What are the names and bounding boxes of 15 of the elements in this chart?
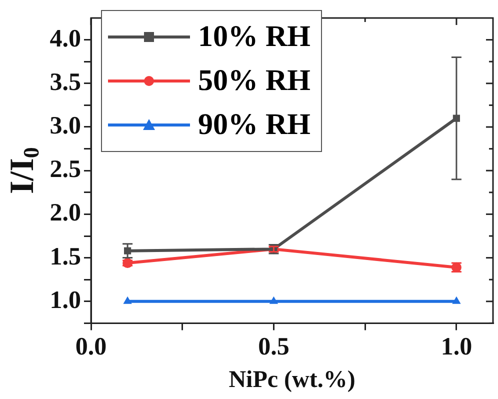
y-tick-label: 1.0	[50, 286, 81, 314]
x-tick-label: 0.0	[75, 334, 107, 361]
x-axis-title: NiPc (wt.%)	[228, 366, 356, 393]
legend-label: 90% RH	[198, 107, 310, 143]
y-tick-label: 1.5	[50, 243, 81, 270]
x-tick-label: 1.0	[440, 334, 472, 361]
y-tick-label: 2.5	[50, 156, 81, 184]
y-tick-label: 4.0	[50, 25, 81, 52]
y-tick-label: 3.0	[50, 112, 81, 140]
y-tick-label: 3.5	[50, 68, 81, 96]
legend-label: 10% RH	[198, 19, 310, 55]
x-tick-label: 0.5	[258, 334, 290, 361]
y-axis-title: I/I0	[4, 147, 44, 194]
y-tick-label: 2.0	[50, 200, 81, 227]
legend-label: 50% RH	[198, 63, 310, 99]
